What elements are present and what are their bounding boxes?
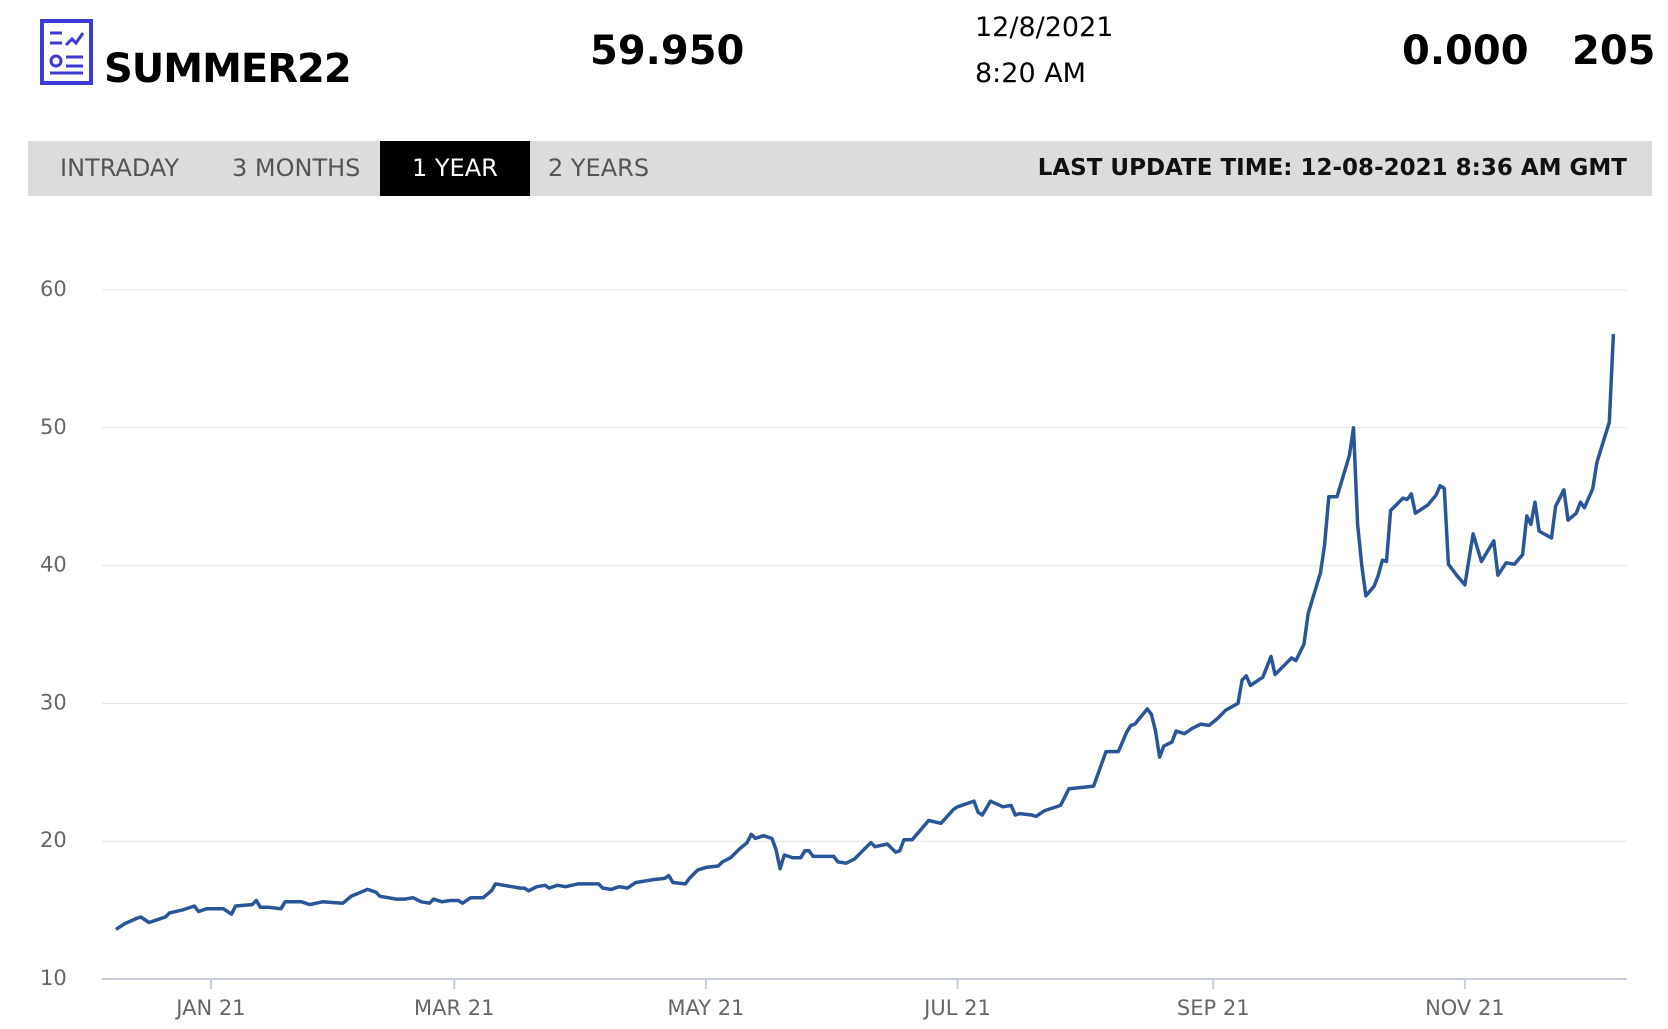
tab[interactable]: 2 YEARS xyxy=(548,154,650,182)
change: 0.000 xyxy=(1402,28,1529,74)
y-tick-label: 10 xyxy=(40,966,67,990)
tab[interactable]: 1 YEAR xyxy=(380,141,530,196)
instrument-title: SUMMER22 xyxy=(104,46,352,92)
time: 8:20 AM xyxy=(975,58,1086,89)
tab[interactable]: INTRADAY xyxy=(60,154,180,182)
price: 59.950 xyxy=(590,28,745,74)
x-tick-label: MAY 21 xyxy=(667,996,744,1020)
last-update: LAST UPDATE TIME: 12-08-2021 8:36 AM GMT xyxy=(1037,155,1627,181)
y-tick-label: 30 xyxy=(40,690,67,714)
x-tick-label: NOV 21 xyxy=(1425,996,1505,1020)
price-line xyxy=(115,334,1616,931)
tab-bar: LAST UPDATE TIME: 12-08-2021 8:36 AM GMT… xyxy=(28,141,1652,196)
y-tick-label: 60 xyxy=(40,277,67,301)
y-tick-label: 50 xyxy=(40,415,67,439)
y-tick-label: 20 xyxy=(40,828,67,852)
volume: 205 xyxy=(1572,28,1656,74)
y-tick-label: 40 xyxy=(40,553,67,577)
x-tick-label: JUL 21 xyxy=(922,996,991,1020)
logo-icon xyxy=(40,19,93,85)
tab[interactable]: 3 MONTHS xyxy=(232,154,361,182)
x-tick-label: SEP 21 xyxy=(1177,996,1250,1020)
x-tick-label: MAR 21 xyxy=(414,996,494,1020)
chart: 10 20 30 40 50 60 JAN 21 MAR 21 MAY 21 JUL 21 SEP … xyxy=(40,277,1627,1020)
date: 12/8/2021 xyxy=(975,12,1114,43)
x-tick-label: JAN 21 xyxy=(174,996,245,1020)
